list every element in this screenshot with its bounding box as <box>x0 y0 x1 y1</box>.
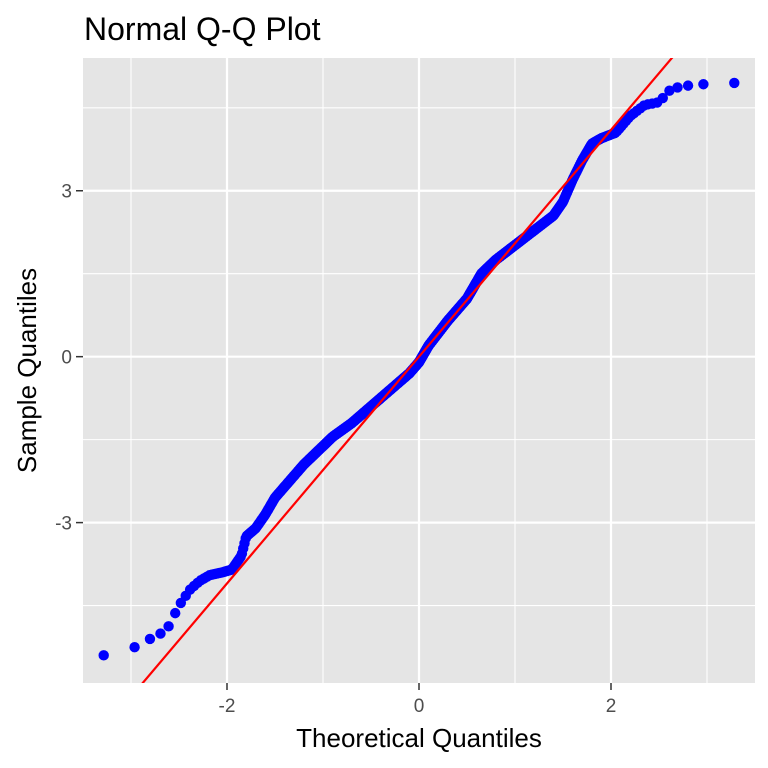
sample-point <box>155 628 166 639</box>
reference-line <box>141 58 674 683</box>
y-axis-title: Sample Quantiles <box>12 268 42 473</box>
sample-point <box>682 80 694 91</box>
y-tick-label: 0 <box>61 348 72 369</box>
x-tick-label: -2 <box>219 696 236 717</box>
x-axis-ticks: -2 0 2 <box>219 683 617 717</box>
sample-point <box>698 79 709 90</box>
sample-point <box>672 82 683 93</box>
sample-point <box>170 607 181 619</box>
y-tick-label: 3 <box>61 182 72 203</box>
sample-point <box>729 77 740 89</box>
sample-point <box>129 641 140 653</box>
reference-line-group <box>141 58 674 683</box>
sample-point <box>98 650 109 661</box>
x-axis-title: Theoretical Quantiles <box>296 723 542 753</box>
major-gridlines <box>83 58 755 683</box>
sample-point <box>657 92 668 104</box>
y-axis-ticks: -3 0 3 <box>55 182 83 535</box>
sample-point <box>144 633 156 645</box>
sample-point <box>163 621 174 632</box>
x-tick-label: 2 <box>606 696 617 717</box>
sample-point <box>664 85 675 96</box>
chart-title: Normal Q-Q Plot <box>84 11 321 47</box>
x-tick-label: 0 <box>414 696 425 717</box>
y-tick-label: -3 <box>55 514 72 535</box>
